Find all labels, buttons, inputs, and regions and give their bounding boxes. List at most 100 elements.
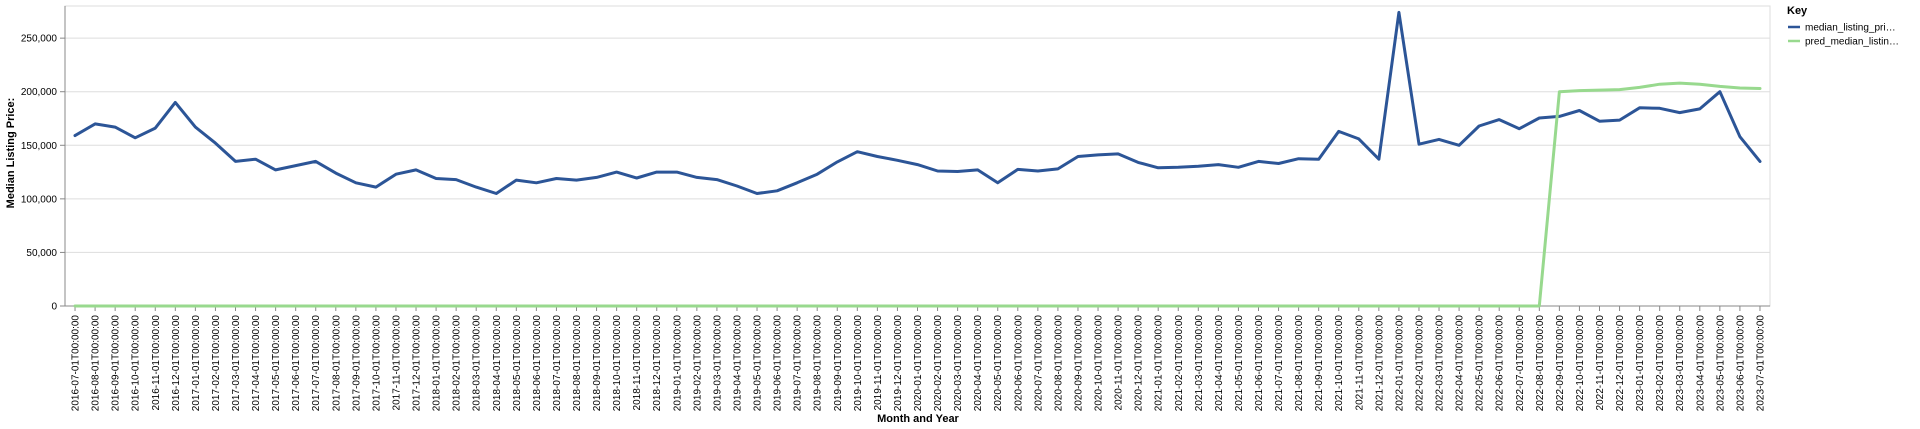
legend-title: Key	[1787, 5, 1808, 17]
x-tick-label: 2019-08-01T00:00:00	[813, 315, 824, 412]
x-tick-label: 2021-08-01T00:00:00	[1294, 315, 1305, 412]
y-tick-label: 150,000	[21, 141, 58, 152]
x-tick-label: 2023-04-01T00:00:00	[1695, 315, 1706, 412]
x-tick-label: 2017-07-01T00:00:00	[311, 315, 322, 412]
x-tick-label: 2017-04-01T00:00:00	[251, 315, 262, 412]
x-tick-label: 2018-03-01T00:00:00	[472, 315, 483, 412]
x-tick-label: 2020-10-01T00:00:00	[1094, 315, 1105, 412]
y-tick-label: 250,000	[21, 34, 58, 45]
x-tick-label: 2017-08-01T00:00:00	[331, 315, 342, 412]
x-tick-label: 2019-03-01T00:00:00	[712, 315, 723, 412]
x-tick-label: 2017-03-01T00:00:00	[231, 315, 242, 412]
legend-entry-label: pred_median_listin…	[1805, 37, 1899, 48]
x-tick-label: 2020-07-01T00:00:00	[1033, 315, 1044, 412]
x-tick-label: 2023-02-01T00:00:00	[1655, 315, 1666, 412]
x-tick-label: 2016-12-01T00:00:00	[171, 315, 182, 412]
x-tick-label: 2021-01-01T00:00:00	[1154, 315, 1165, 412]
x-tick-label: 2019-04-01T00:00:00	[732, 315, 743, 412]
x-tick-label: 2018-01-01T00:00:00	[432, 315, 443, 412]
x-tick-label: 2018-09-01T00:00:00	[592, 315, 603, 412]
x-tick-label: 2018-04-01T00:00:00	[492, 315, 503, 412]
x-tick-label: 2022-02-01T00:00:00	[1414, 315, 1425, 412]
x-tick-label: 2021-07-01T00:00:00	[1274, 315, 1285, 412]
x-tick-label: 2020-08-01T00:00:00	[1053, 315, 1064, 412]
x-tick-label: 2017-01-01T00:00:00	[191, 315, 202, 412]
x-tick-label: 2017-10-01T00:00:00	[371, 315, 382, 412]
x-tick-label: 2022-10-01T00:00:00	[1575, 315, 1586, 412]
x-tick-label: 2021-10-01T00:00:00	[1334, 315, 1345, 412]
y-axis: 0 50,000 100,000 150,000 200,000 250,000	[21, 34, 65, 313]
x-tick-label: 2019-07-01T00:00:00	[793, 315, 804, 412]
x-tick-label: 2022-04-01T00:00:00	[1455, 315, 1466, 412]
x-tick-label: 2020-05-01T00:00:00	[993, 315, 1004, 412]
x-tick-label: 2018-12-01T00:00:00	[652, 315, 663, 412]
x-tick-label: 2022-09-01T00:00:00	[1555, 315, 1566, 412]
gridlines	[65, 37, 1770, 307]
x-tick-label: 2021-09-01T00:00:00	[1314, 315, 1325, 412]
x-tick-label: 2016-09-01T00:00:00	[111, 315, 122, 412]
x-tick-label: 2023-03-01T00:00:00	[1675, 315, 1686, 412]
x-axis: 2016-07-01T00:00:00 2016-08-01T00:00:00 20…	[71, 306, 1766, 412]
x-tick-label: 2016-11-01T00:00:00	[151, 315, 162, 411]
x-tick-label: 2018-06-01T00:00:00	[532, 315, 543, 412]
x-tick-label: 2017-12-01T00:00:00	[412, 315, 423, 412]
x-tick-label: 2023-07-01T00:00:00	[1755, 315, 1766, 412]
x-tick-label: 2017-09-01T00:00:00	[351, 315, 362, 412]
x-tick-label: 2022-08-01T00:00:00	[1535, 315, 1546, 412]
x-tick-label: 2020-02-01T00:00:00	[933, 315, 944, 412]
y-tick-label: 50,000	[26, 248, 57, 259]
x-tick-label: 2017-11-01T00:00:00	[391, 315, 402, 411]
x-tick-label: 2018-05-01T00:00:00	[512, 315, 523, 412]
x-tick-label: 2017-06-01T00:00:00	[291, 315, 302, 412]
x-tick-label: 2020-12-01T00:00:00	[1134, 315, 1145, 412]
x-tick-label: 2023-01-01T00:00:00	[1635, 315, 1646, 412]
y-tick-label: 100,000	[21, 194, 58, 205]
x-tick-label: 2021-05-01T00:00:00	[1234, 315, 1245, 412]
x-tick-label: 2023-05-01T00:00:00	[1715, 315, 1726, 412]
x-tick-label: 2018-11-01T00:00:00	[632, 315, 643, 411]
x-tick-label: 2020-09-01T00:00:00	[1073, 315, 1084, 412]
legend: Key median_listing_pri… pred_median_listi…	[1787, 5, 1899, 48]
x-tick-label: 2019-05-01T00:00:00	[753, 315, 764, 412]
x-tick-label: 2020-11-01T00:00:00	[1114, 315, 1125, 411]
x-tick-label: 2021-04-01T00:00:00	[1214, 315, 1225, 412]
x-tick-label: 2022-11-01T00:00:00	[1595, 315, 1606, 411]
y-axis-title: Median Listing Price:	[5, 98, 17, 209]
y-tick-label: 200,000	[21, 87, 58, 98]
x-tick-label: 2022-07-01T00:00:00	[1515, 315, 1526, 412]
x-tick-label: 2018-08-01T00:00:00	[572, 315, 583, 412]
x-tick-label: 2019-02-01T00:00:00	[692, 315, 703, 412]
x-tick-label: 2021-12-01T00:00:00	[1374, 315, 1385, 412]
plot-border	[64, 5, 1771, 307]
x-tick-label: 2023-06-01T00:00:00	[1735, 315, 1746, 412]
x-tick-label: 2019-01-01T00:00:00	[672, 315, 683, 412]
x-tick-label: 2019-10-01T00:00:00	[853, 315, 864, 412]
plot-frame	[64, 5, 1771, 307]
legend-entry-label: median_listing_pri…	[1805, 23, 1896, 34]
x-tick-label: 2020-06-01T00:00:00	[1013, 315, 1024, 412]
y-tick-label: 0	[51, 302, 57, 313]
x-tick-label: 2021-03-01T00:00:00	[1194, 315, 1205, 412]
x-tick-label: 2020-03-01T00:00:00	[953, 315, 964, 412]
series-layer	[73, 10, 1762, 308]
x-tick-label: 2021-11-01T00:00:00	[1354, 315, 1365, 411]
series-line-1	[73, 10, 1762, 195]
x-tick-label: 2022-06-01T00:00:00	[1495, 315, 1506, 412]
x-tick-label: 2020-01-01T00:00:00	[913, 315, 924, 412]
x-tick-label: 2016-07-01T00:00:00	[71, 315, 82, 412]
x-tick-label: 2017-02-01T00:00:00	[211, 315, 222, 412]
x-tick-label: 2019-09-01T00:00:00	[833, 315, 844, 412]
x-axis-title: Month and Year	[877, 413, 959, 425]
x-tick-label: 2021-06-01T00:00:00	[1254, 315, 1265, 412]
x-tick-label: 2019-11-01T00:00:00	[873, 315, 884, 411]
x-tick-label: 2018-10-01T00:00:00	[612, 315, 623, 412]
x-tick-label: 2018-02-01T00:00:00	[452, 315, 463, 412]
x-tick-label: 2020-04-01T00:00:00	[973, 315, 984, 412]
x-tick-label: 2021-02-01T00:00:00	[1174, 315, 1185, 412]
x-tick-label: 2022-03-01T00:00:00	[1435, 315, 1446, 412]
x-tick-label: 2019-06-01T00:00:00	[773, 315, 784, 412]
x-tick-label: 2019-12-01T00:00:00	[893, 315, 904, 412]
x-tick-label: 2022-01-01T00:00:00	[1394, 315, 1405, 412]
series-line-2	[73, 81, 1762, 308]
